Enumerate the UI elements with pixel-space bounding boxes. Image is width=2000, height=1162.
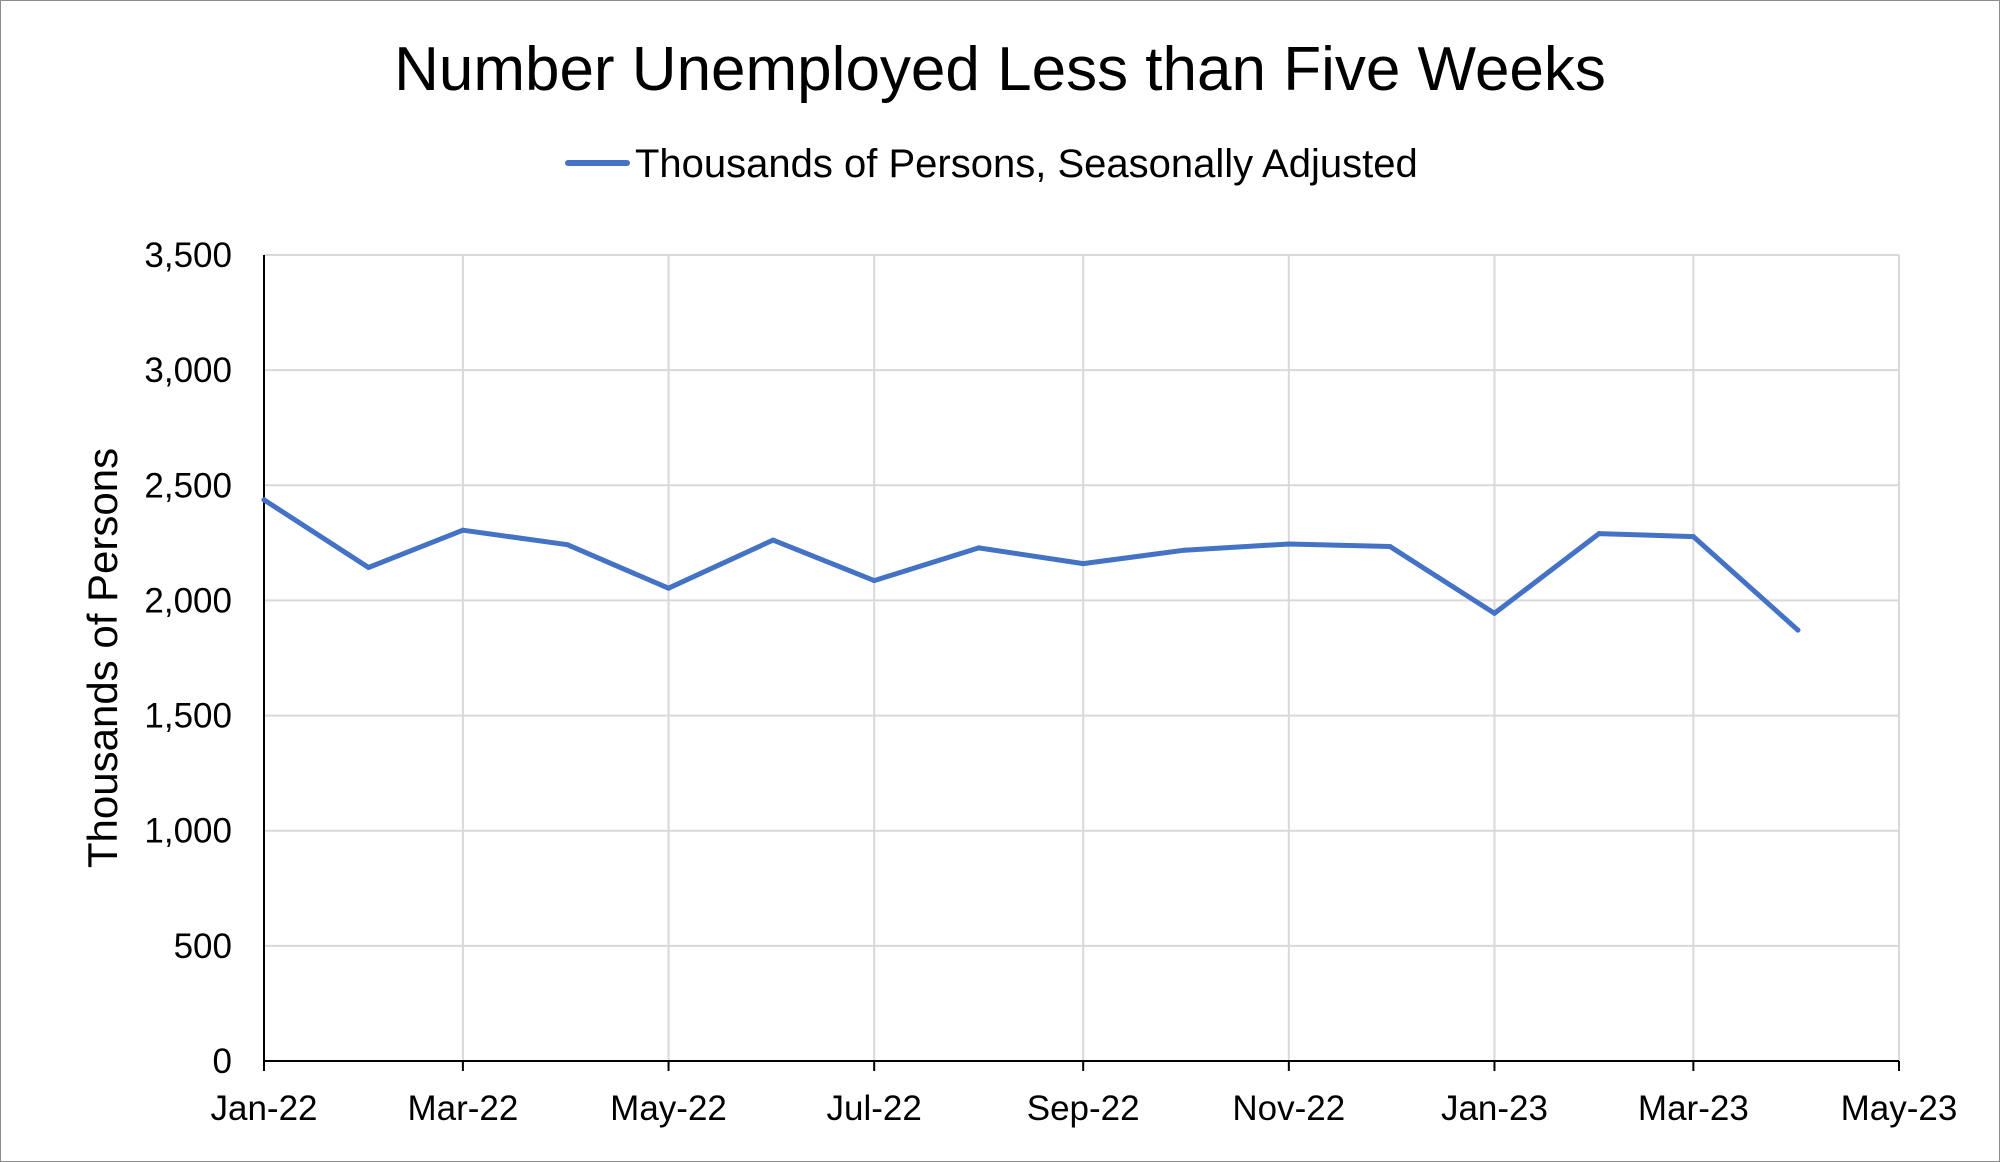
y-tick-label: 0 bbox=[213, 1042, 232, 1081]
y-tick-label: 1,000 bbox=[144, 812, 232, 851]
data-point bbox=[1080, 561, 1086, 567]
data-point bbox=[1795, 627, 1801, 633]
x-tick-label: Sep-22 bbox=[1027, 1089, 1140, 1128]
y-axis-title: Thousands of Persons bbox=[79, 448, 126, 868]
legend: Thousands of Persons, Seasonally Adjuste… bbox=[565, 142, 1418, 186]
x-tick-label: Jan-23 bbox=[1441, 1089, 1548, 1128]
y-tick-label: 3,000 bbox=[144, 351, 232, 390]
data-point bbox=[261, 497, 267, 503]
x-tick-label: Nov-22 bbox=[1232, 1089, 1345, 1128]
data-point bbox=[1596, 531, 1602, 537]
data-point bbox=[564, 542, 570, 548]
data-point bbox=[1387, 544, 1393, 550]
x-tick-label: Jan-22 bbox=[210, 1089, 317, 1128]
data-point bbox=[666, 585, 672, 591]
series-line bbox=[261, 497, 1801, 633]
data-point bbox=[460, 527, 466, 533]
data-point bbox=[976, 545, 982, 551]
x-tick-label: May-22 bbox=[610, 1089, 727, 1128]
series-group bbox=[261, 497, 1801, 633]
x-tick-label: Mar-22 bbox=[407, 1089, 518, 1128]
data-point bbox=[871, 578, 877, 584]
y-axis-ticks: 0 500 1,000 1,500 2,000 2,500 3,000 3,500 bbox=[144, 236, 232, 1081]
data-point bbox=[1690, 534, 1696, 540]
y-tick-label: 2,500 bbox=[144, 466, 232, 505]
y-tick-label: 3,500 bbox=[144, 236, 232, 275]
data-point bbox=[770, 537, 776, 543]
y-tick-label: 2,000 bbox=[144, 581, 232, 620]
y-tick-label: 1,500 bbox=[144, 697, 232, 736]
chart-title: Number Unemployed Less than Five Weeks bbox=[394, 35, 1606, 104]
x-axis-ticks: Jan-22 Mar-22 May-22 Jul-22 Sep-22 Nov-22 Jan-… bbox=[210, 1061, 1957, 1128]
x-tick-label: Jul-22 bbox=[827, 1089, 922, 1128]
legend-label: Thousands of Persons, Seasonally Adjuste… bbox=[635, 142, 1418, 186]
x-tick-label: May-23 bbox=[1841, 1089, 1958, 1128]
gridlines bbox=[264, 254, 1900, 1061]
data-point bbox=[1286, 541, 1292, 547]
y-tick-label: 500 bbox=[174, 927, 232, 966]
axes bbox=[263, 255, 1899, 1062]
data-point bbox=[1181, 547, 1187, 553]
data-point bbox=[366, 564, 372, 570]
data-point bbox=[1491, 610, 1497, 616]
x-tick-label: Mar-23 bbox=[1638, 1089, 1749, 1128]
